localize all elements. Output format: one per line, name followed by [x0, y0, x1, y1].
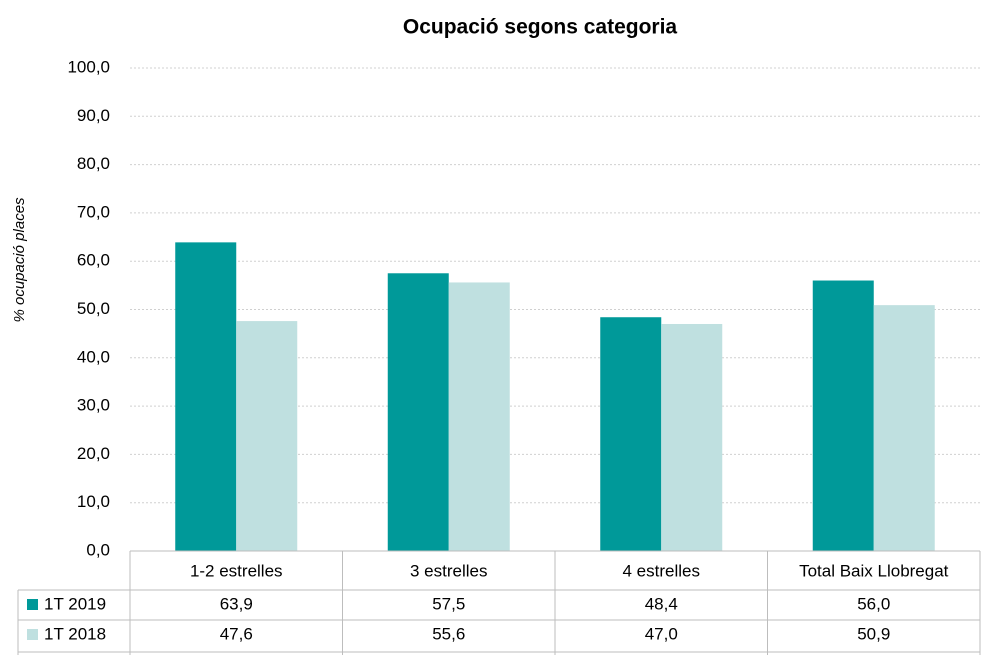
table-cell: 47,0	[645, 624, 678, 643]
legend-label: 1T 2019	[44, 594, 106, 613]
table-cell: 48,4	[645, 594, 678, 613]
bar	[812, 280, 874, 551]
y-tick-label: 50,0	[77, 299, 110, 318]
bar	[661, 323, 723, 551]
bar	[873, 305, 935, 551]
chart-title: Ocupació segons categoria	[403, 16, 678, 39]
table-cell: 63,9	[220, 594, 253, 613]
y-tick-label: 10,0	[77, 492, 110, 511]
y-tick-label: 40,0	[77, 347, 110, 366]
y-tick-label: 20,0	[77, 444, 110, 463]
y-axis-label: % ocupació places	[11, 197, 28, 323]
y-tick-label: 30,0	[77, 396, 110, 415]
bar	[387, 273, 449, 551]
bar	[448, 282, 510, 551]
table-cell: 47,6	[220, 624, 253, 643]
y-tick-label: 90,0	[77, 106, 110, 125]
y-tick-label: 60,0	[77, 251, 110, 270]
x-tick-label: 1-2 estrelles	[190, 561, 283, 580]
x-tick-label: 3 estrelles	[410, 561, 487, 580]
legend-label: 1T 2018	[44, 624, 106, 643]
x-tick-label: 4 estrelles	[623, 561, 700, 580]
table-cell: 57,5	[432, 594, 465, 613]
y-tick-label: 70,0	[77, 202, 110, 221]
legend-swatch	[27, 629, 38, 640]
table-cell: 50,9	[857, 624, 890, 643]
y-tick-label: 80,0	[77, 154, 110, 173]
table-cell: 56,0	[857, 594, 890, 613]
y-tick-label: 100,0	[67, 57, 110, 76]
table-cell: 55,6	[432, 624, 465, 643]
bar	[175, 242, 237, 551]
bar	[600, 317, 662, 551]
bar	[236, 321, 298, 551]
y-tick-label: 0,0	[86, 540, 110, 559]
legend-swatch	[27, 599, 38, 610]
x-tick-label: Total Baix Llobregat	[799, 561, 949, 580]
